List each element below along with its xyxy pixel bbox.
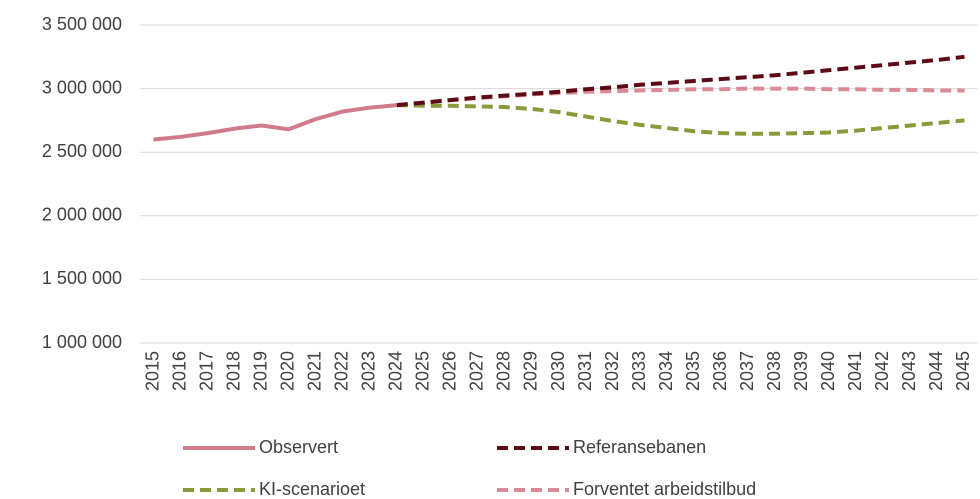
x-tick-label: 2017 (196, 351, 216, 391)
x-tick-label: 2045 (953, 351, 973, 391)
x-tick-label: 2016 (169, 351, 189, 391)
x-tick-label: 2036 (710, 351, 730, 391)
x-tick-label: 2021 (304, 351, 324, 391)
y-tick-label: 2 000 000 (42, 205, 122, 225)
x-tick-label: 2033 (629, 351, 649, 391)
x-tick-label: 2042 (872, 351, 892, 391)
x-tick-label: 2020 (277, 351, 297, 391)
x-tick-label: 2029 (521, 351, 541, 391)
x-tick-label: 2037 (737, 351, 757, 391)
x-tick-label: 2039 (791, 351, 811, 391)
y-tick-label: 2 500 000 (42, 141, 122, 161)
y-tick-label: 1 000 000 (42, 332, 122, 352)
legend-label: Referansebanen (573, 437, 706, 457)
x-tick-label: 2024 (386, 351, 406, 391)
x-tick-label: 2027 (467, 351, 487, 391)
x-tick-label: 2034 (656, 351, 676, 391)
x-tick-label: 2044 (926, 351, 946, 391)
x-tick-label: 2031 (575, 351, 595, 391)
legend-label: Forventet arbeidstilbud (573, 479, 756, 499)
x-tick-label: 2032 (602, 351, 622, 391)
x-tick-label: 2015 (142, 351, 162, 391)
series-line (153, 103, 397, 142)
x-tick-label: 2041 (845, 351, 865, 391)
x-tick-label: 2018 (223, 351, 243, 391)
x-tick-label: 2035 (683, 351, 703, 391)
x-tick-label: 2038 (764, 351, 784, 391)
x-tick-label: 2022 (331, 351, 351, 391)
x-tick-label: 2040 (818, 351, 838, 391)
series-line (396, 103, 965, 136)
y-tick-label: 3 500 000 (42, 14, 122, 34)
x-tick-label: 2025 (413, 351, 433, 391)
x-tick-label: 2030 (548, 351, 568, 391)
x-tick-label: 2019 (250, 351, 270, 391)
x-tick-label: 2028 (494, 351, 514, 391)
series-line (396, 54, 965, 108)
y-tick-label: 1 500 000 (42, 268, 122, 288)
legend-label: KI-scenarioet (259, 479, 365, 499)
x-tick-label: 2043 (899, 351, 919, 391)
x-tick-label: 2026 (440, 351, 460, 391)
x-tick-label: 2023 (359, 351, 379, 391)
y-tick-label: 3 000 000 (42, 77, 122, 97)
legend-label: Observert (259, 437, 338, 457)
